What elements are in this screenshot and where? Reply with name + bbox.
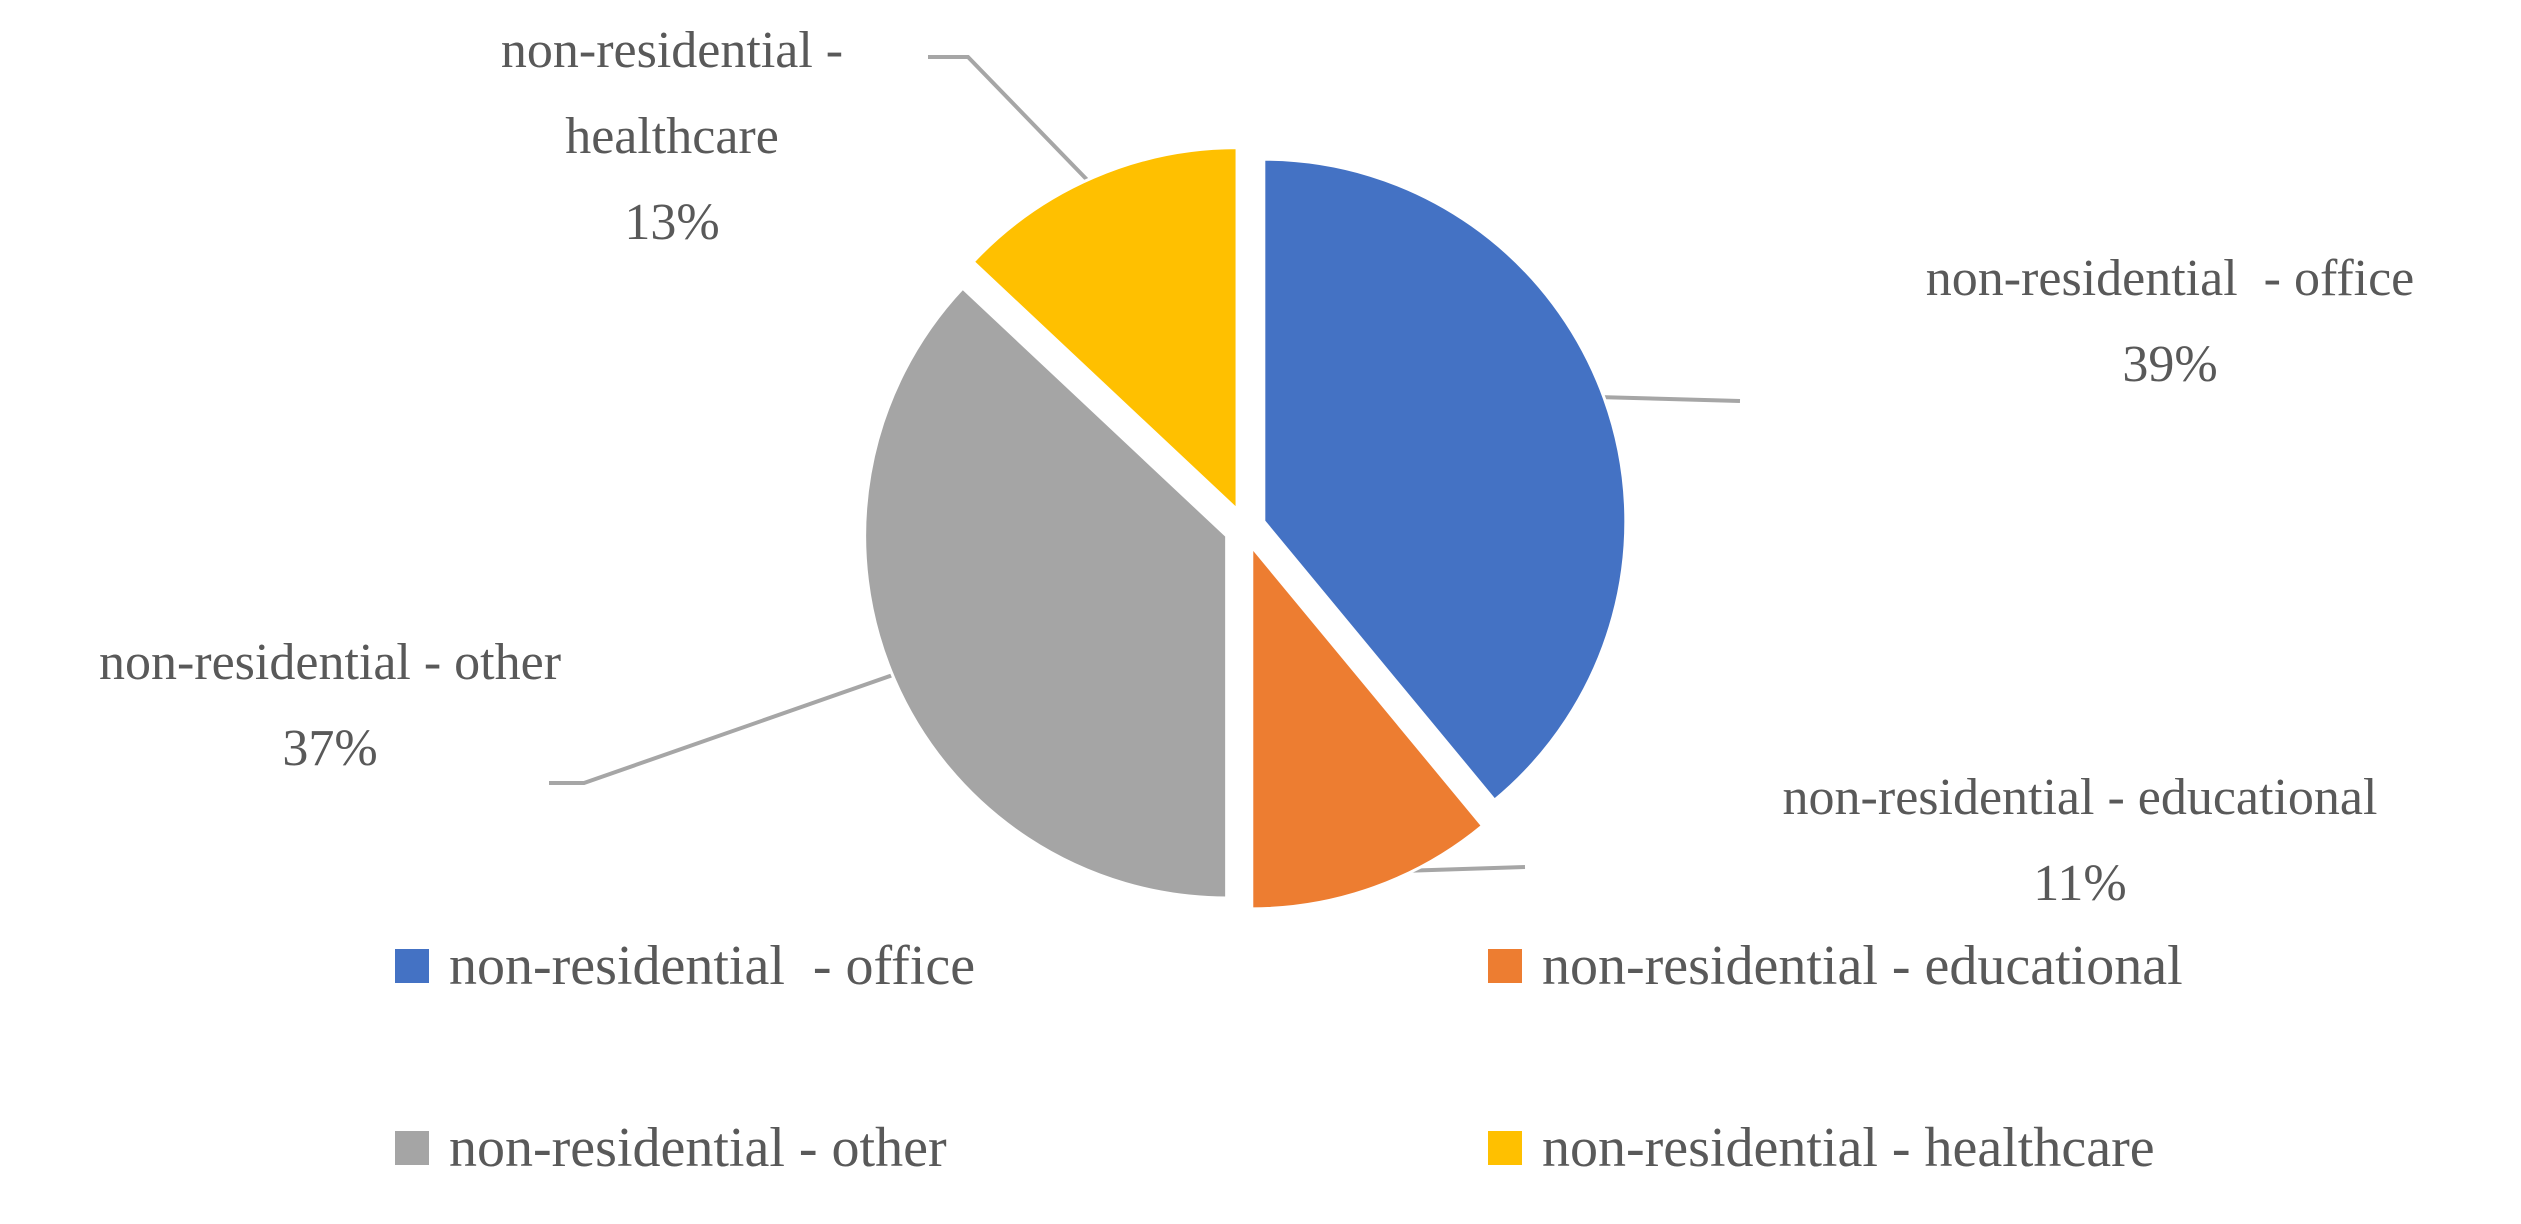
data-label-value: 39% (2122, 336, 2218, 393)
legend-swatch (395, 1131, 429, 1165)
data-label-value: 13% (624, 194, 720, 251)
legend-item: non-residential - office (395, 934, 975, 998)
legend-item: non-residential - educational (1488, 934, 2183, 998)
data-label-category: non-residential - office (1925, 250, 2415, 307)
leader-line (549, 673, 894, 785)
data-label: non-residential - educational 11% (1783, 755, 2378, 927)
data-label: non-residential - other 37% (99, 620, 561, 792)
legend-swatch (395, 949, 429, 983)
legend-label: non-residential - office (449, 935, 976, 997)
data-label: non-residential - healthcare 13% (432, 8, 912, 266)
legend-swatch (1488, 1131, 1522, 1165)
pie-slice (863, 286, 1229, 900)
leader-line (1596, 395, 1741, 403)
legend-label: non-residential - other (449, 1117, 947, 1179)
data-label-value: 11% (2033, 855, 2127, 912)
data-label-category: non-residential - healthcare (500, 22, 844, 165)
data-label-value: 37% (282, 720, 378, 777)
pie-slice (1250, 542, 1485, 911)
leader-line (928, 55, 1098, 191)
legend-item: non-residential - other (395, 1116, 947, 1180)
data-label: non-residential - office 39% (1926, 236, 2415, 408)
legend-swatch (1488, 949, 1522, 983)
legend-item: non-residential - healthcare (1488, 1116, 2155, 1180)
legend-label: non-residential - educational (1542, 935, 2183, 997)
data-label-category: non-residential - educational (1782, 769, 2378, 826)
pie-slice (1262, 157, 1628, 803)
data-label-category: non-residential - other (98, 634, 562, 691)
pie-slice (971, 146, 1239, 514)
legend-label: non-residential - healthcare (1542, 1117, 2155, 1179)
